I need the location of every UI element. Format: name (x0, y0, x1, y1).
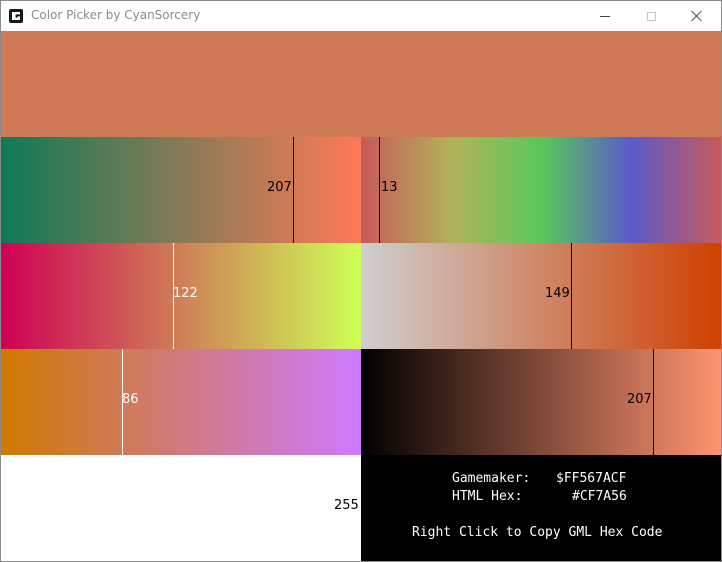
saturation-value: 149 (545, 286, 570, 301)
hue-slider-marker (379, 137, 380, 243)
blue-slider-marker (122, 349, 123, 455)
gamemaker-app-icon (9, 9, 23, 23)
picker-canvas: 207 13 122 149 86 207 255 Gamemaker: (1, 31, 721, 561)
red-value: 207 (267, 180, 292, 195)
value-slider[interactable]: 207 (361, 349, 721, 455)
html-hex-label: HTML Hex: (452, 489, 523, 504)
gamemaker-label: Gamemaker: (452, 471, 531, 486)
value-slider-marker (653, 349, 654, 455)
hue-value: 13 (381, 180, 398, 195)
green-value: 122 (173, 286, 198, 301)
window-title: Color Picker by CyanSorcery (31, 8, 201, 22)
alpha-slider[interactable]: 255 (1, 455, 361, 561)
close-button[interactable] (674, 1, 720, 31)
maximize-button[interactable] (628, 1, 674, 31)
maximize-icon (646, 11, 656, 21)
hex-code-panel[interactable]: Gamemaker: $FF567ACF HTML Hex: #CF7A56 R… (361, 455, 721, 561)
alpha-value: 255 (334, 498, 359, 513)
red-slider-marker (293, 137, 294, 243)
blue-value: 86 (122, 392, 139, 407)
saturation-slider[interactable]: 149 (361, 243, 721, 349)
green-slider[interactable]: 122 (1, 243, 361, 349)
minimize-icon (600, 15, 610, 17)
close-icon (691, 10, 703, 22)
red-slider[interactable]: 207 (1, 137, 361, 243)
color-preview-swatch (1, 31, 721, 137)
value-value: 207 (627, 392, 652, 407)
html-hex-value: #CF7A56 (572, 489, 627, 504)
green-slider-marker (173, 243, 174, 349)
copy-hint-text: Right Click to Copy GML Hex Code (412, 525, 663, 540)
gamemaker-hex-value: $FF567ACF (556, 471, 627, 486)
minimize-button[interactable] (582, 1, 628, 31)
saturation-slider-marker (571, 243, 572, 349)
blue-slider[interactable]: 86 (1, 349, 361, 455)
hue-slider[interactable]: 13 (361, 137, 721, 243)
title-bar[interactable]: Color Picker by CyanSorcery (1, 1, 721, 31)
